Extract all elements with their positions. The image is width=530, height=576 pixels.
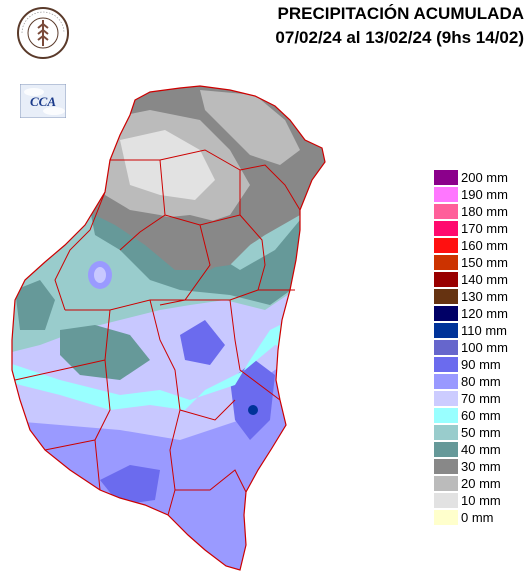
legend-label: 70 mm bbox=[461, 391, 501, 406]
legend-label: 50 mm bbox=[461, 425, 501, 440]
legend-item: 130 mm bbox=[434, 289, 530, 306]
legend-label: 60 mm bbox=[461, 408, 501, 423]
legend-label: 150 mm bbox=[461, 255, 508, 270]
precipitation-legend: 200 mm 190 mm 180 mm 170 mm 160 mm 150 mm 140 … bbox=[434, 170, 530, 527]
legend-item: 90 mm bbox=[434, 357, 530, 374]
legend-item: 30 mm bbox=[434, 459, 530, 476]
cca-logo: CCA bbox=[20, 84, 66, 118]
legend-swatch bbox=[434, 238, 458, 253]
legend-item: 60 mm bbox=[434, 408, 530, 425]
legend-item: 180 mm bbox=[434, 204, 530, 221]
legend-swatch bbox=[434, 459, 458, 474]
legend-label: 110 mm bbox=[461, 323, 507, 338]
legend-label: 180 mm bbox=[461, 204, 508, 219]
legend-swatch bbox=[434, 476, 458, 491]
precipitation-fill bbox=[12, 86, 325, 570]
legend-label: 30 mm bbox=[461, 459, 501, 474]
legend-label: 170 mm bbox=[461, 221, 508, 236]
legend-swatch bbox=[434, 340, 458, 355]
legend-label: 100 mm bbox=[461, 340, 508, 355]
legend-swatch bbox=[434, 425, 458, 440]
legend-swatch bbox=[434, 408, 458, 423]
legend-item: 50 mm bbox=[434, 425, 530, 442]
legend-item: 100 mm bbox=[434, 340, 530, 357]
legend-item: 200 mm bbox=[434, 170, 530, 187]
legend-swatch bbox=[434, 510, 458, 525]
legend-label: 90 mm bbox=[461, 357, 501, 372]
legend-swatch bbox=[434, 187, 458, 202]
legend-label: 40 mm bbox=[461, 442, 501, 457]
legend-label: 160 mm bbox=[461, 238, 508, 253]
precipitation-map bbox=[11, 85, 326, 571]
date-range: 07/02/24 al 13/02/24 (9hs 14/02) bbox=[275, 28, 524, 47]
legend-label: 10 mm bbox=[461, 493, 501, 508]
cca-logo-text: CCA bbox=[30, 94, 56, 109]
legend-label: 20 mm bbox=[461, 476, 501, 491]
legend-label: 190 mm bbox=[461, 187, 508, 202]
legend-item: 120 mm bbox=[434, 306, 530, 323]
legend-label: 140 mm bbox=[461, 272, 508, 287]
bolsa-cereales-logo bbox=[17, 7, 69, 59]
legend-item: 10 mm bbox=[434, 493, 530, 510]
legend-swatch bbox=[434, 442, 458, 457]
legend-swatch bbox=[434, 323, 458, 338]
legend-swatch bbox=[434, 289, 458, 304]
legend-item: 20 mm bbox=[434, 476, 530, 493]
legend-swatch bbox=[434, 306, 458, 321]
legend-item: 190 mm bbox=[434, 187, 530, 204]
department-borders bbox=[11, 85, 326, 571]
legend-label: 200 mm bbox=[461, 170, 508, 185]
legend-swatch bbox=[434, 272, 458, 287]
legend-item: 150 mm bbox=[434, 255, 530, 272]
legend-item: 80 mm bbox=[434, 374, 530, 391]
legend-item: 140 mm bbox=[434, 272, 530, 289]
legend-item: 70 mm bbox=[434, 391, 530, 408]
legend-label: 120 mm bbox=[461, 306, 508, 321]
legend-item: 40 mm bbox=[434, 442, 530, 459]
legend-label: 0 mm bbox=[461, 510, 494, 525]
legend-swatch bbox=[434, 391, 458, 406]
legend-item: 110 mm bbox=[434, 323, 530, 340]
legend-item: 160 mm bbox=[434, 238, 530, 255]
legend-swatch bbox=[434, 357, 458, 372]
legend-item: 0 mm bbox=[434, 510, 530, 527]
legend-swatch bbox=[434, 493, 458, 508]
legend-swatch bbox=[434, 204, 458, 219]
map-title: PRECIPITACIÓN ACUMULADA bbox=[277, 4, 525, 23]
legend-swatch bbox=[434, 374, 458, 389]
legend-swatch bbox=[434, 221, 458, 236]
legend-item: 170 mm bbox=[434, 221, 530, 238]
legend-swatch bbox=[434, 170, 458, 185]
legend-label: 130 mm bbox=[461, 289, 508, 304]
legend-swatch bbox=[434, 255, 458, 270]
legend-label: 80 mm bbox=[461, 374, 501, 389]
